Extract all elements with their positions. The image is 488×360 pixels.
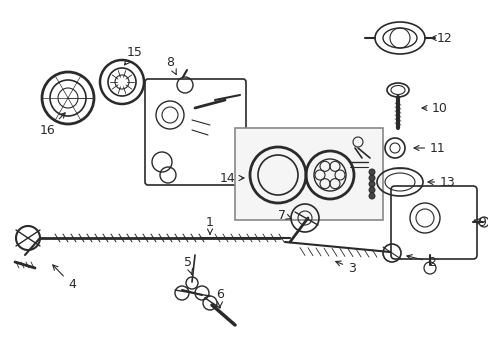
Circle shape	[368, 175, 374, 181]
Text: 11: 11	[413, 141, 445, 154]
Text: 12: 12	[430, 32, 452, 45]
Circle shape	[368, 169, 374, 175]
Text: 4: 4	[53, 265, 76, 292]
Circle shape	[368, 181, 374, 187]
Text: 10: 10	[421, 102, 447, 114]
Text: 8: 8	[165, 55, 176, 75]
Text: 3: 3	[335, 261, 355, 274]
FancyBboxPatch shape	[390, 186, 476, 259]
Bar	[235, 128, 382, 220]
Text: 15: 15	[124, 45, 142, 65]
Text: 2: 2	[406, 255, 435, 269]
Text: 1: 1	[205, 216, 214, 234]
Text: 13: 13	[427, 176, 455, 189]
Text: 9: 9	[473, 216, 485, 229]
Circle shape	[368, 187, 374, 193]
Text: 7: 7	[278, 208, 291, 221]
Circle shape	[368, 193, 374, 199]
Text: 16: 16	[40, 113, 65, 136]
FancyBboxPatch shape	[145, 79, 245, 185]
Text: 5: 5	[183, 256, 192, 274]
Text: 6: 6	[216, 288, 224, 307]
Text: 14: 14	[220, 171, 244, 185]
